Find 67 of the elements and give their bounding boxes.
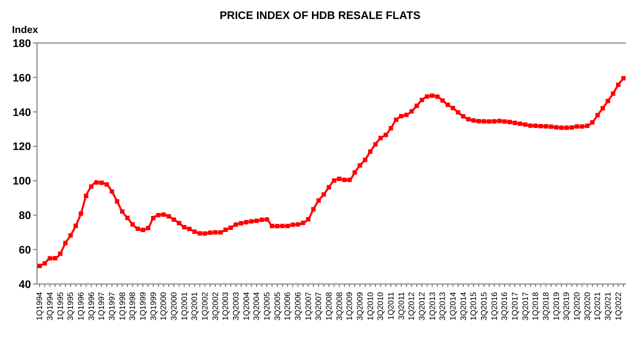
x-tick-label: 3Q2001: [190, 291, 200, 320]
x-tick-label: 1Q2000: [159, 291, 168, 320]
x-tick-label: 3Q2005: [272, 291, 282, 320]
x-tick-label: 1Q2006: [283, 291, 292, 320]
x-tick-label: 1Q2016: [490, 291, 499, 320]
x-tick-label: 1Q1994: [35, 291, 44, 320]
y-tick-label: 100: [12, 176, 31, 188]
y-axis-title: Index: [12, 25, 38, 36]
chart-title: PRICE INDEX OF HDB RESALE FLATS: [218, 10, 422, 22]
x-tick-label: 3Q1996: [86, 291, 96, 320]
x-tick-label: 1Q2014: [448, 291, 458, 320]
x-tick-label: 3Q2015: [479, 291, 488, 320]
x-tick-label: 1Q2003: [221, 291, 230, 320]
y-tick-label: 160: [12, 72, 31, 84]
x-tick-label: 1Q2015: [469, 291, 478, 320]
x-tick-label: 1Q2019: [552, 291, 561, 320]
x-tick-label: 3Q2008: [334, 291, 344, 320]
x-tick-label: 1Q2005: [262, 291, 272, 320]
x-tick-label: 1Q2017: [510, 291, 520, 320]
x-tick-label: 3Q1999: [148, 291, 158, 320]
x-tick-label: 1Q2008: [324, 291, 334, 320]
x-tick-label: 3Q2021: [603, 291, 612, 320]
x-tick-label: 1Q2018: [531, 291, 540, 320]
x-tick-label: 3Q2007: [314, 291, 324, 320]
x-tick-label: 1Q1999: [138, 291, 148, 320]
x-tick-label: 1Q2010: [366, 291, 375, 320]
x-tick-label: 1Q2022: [614, 291, 623, 320]
x-tick-label: 1Q2001: [180, 291, 189, 320]
x-tick-label: 3Q1994: [45, 291, 54, 320]
x-tick-label: 3Q2002: [210, 291, 220, 320]
x-tick-label: 3Q2006: [293, 291, 302, 320]
x-tick-label: 3Q2014: [458, 291, 468, 320]
x-tick-label: 3Q2003: [231, 291, 240, 320]
x-tick-label: 3Q1998: [128, 291, 138, 320]
x-tick-label: 1Q2007: [304, 291, 313, 320]
x-tick-label: 1Q1995: [56, 291, 65, 320]
x-tick-label: 1Q2009: [345, 291, 354, 320]
y-tick-label: 40: [18, 278, 31, 291]
x-tick-label: 1Q1997: [97, 291, 106, 320]
x-tick-label: 3Q1995: [66, 291, 76, 320]
x-tick-label: 3Q1997: [107, 291, 116, 320]
x-tick-label: 1Q1996: [76, 291, 86, 320]
x-tick-label: 3Q2004: [252, 291, 262, 320]
x-tick-label: 1Q2012: [407, 291, 416, 320]
x-tick-label: 1Q2020: [572, 291, 582, 320]
x-tick-label: 1Q2021: [593, 291, 602, 320]
x-tick-label: 3Q2019: [562, 291, 572, 320]
x-tick-label: 1Q2002: [200, 291, 210, 320]
x-tick-label: 1Q2004: [242, 291, 251, 320]
y-tick-label: 140: [12, 106, 31, 119]
x-tick-label: 3Q2018: [541, 291, 550, 320]
x-tick-label: 3Q2009: [355, 291, 364, 320]
y-tick-label: 60: [18, 244, 31, 256]
y-tick-label: 80: [18, 210, 31, 222]
x-tick-label: 1Q2013: [428, 291, 437, 320]
x-tick-label: 3Q2010: [376, 291, 386, 320]
x-tick-label: 3Q2013: [438, 291, 448, 320]
x-tick-label: 3Q2016: [500, 291, 510, 320]
x-tick-label: 1Q1998: [118, 291, 127, 320]
x-tick-label: 1Q2011: [386, 291, 396, 320]
x-tick-label: 3Q2020: [582, 291, 592, 320]
x-tick-label: 3Q2000: [169, 291, 178, 320]
x-tick-label: 3Q2011: [396, 291, 406, 320]
y-tick-label: 180: [12, 38, 31, 50]
y-tick-label: 120: [12, 141, 31, 154]
x-tick-label: 3Q2012: [417, 291, 426, 320]
x-tick-label: 3Q2017: [520, 291, 530, 320]
